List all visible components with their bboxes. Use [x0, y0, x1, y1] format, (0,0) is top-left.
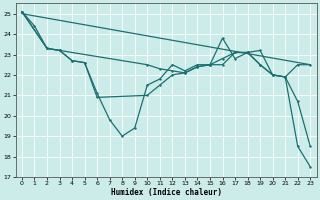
X-axis label: Humidex (Indice chaleur): Humidex (Indice chaleur) [111, 188, 221, 197]
